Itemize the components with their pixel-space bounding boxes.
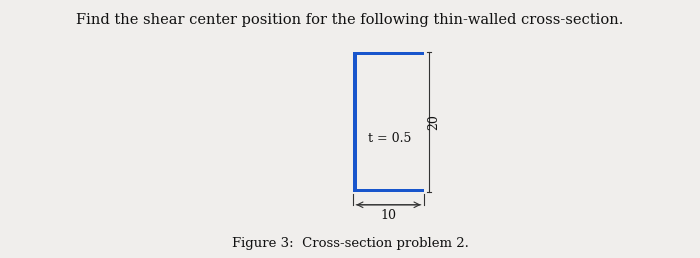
Text: t = 0.5: t = 0.5 (368, 132, 412, 145)
Bar (354, 189, 424, 192)
Text: 10: 10 (381, 209, 396, 222)
Text: 20: 20 (428, 114, 440, 130)
Bar (354, 52, 424, 55)
Bar (354, 52, 357, 192)
Text: Find the shear center position for the following thin-walled cross-section.: Find the shear center position for the f… (76, 13, 624, 27)
Text: Figure 3:  Cross-section problem 2.: Figure 3: Cross-section problem 2. (232, 237, 468, 250)
